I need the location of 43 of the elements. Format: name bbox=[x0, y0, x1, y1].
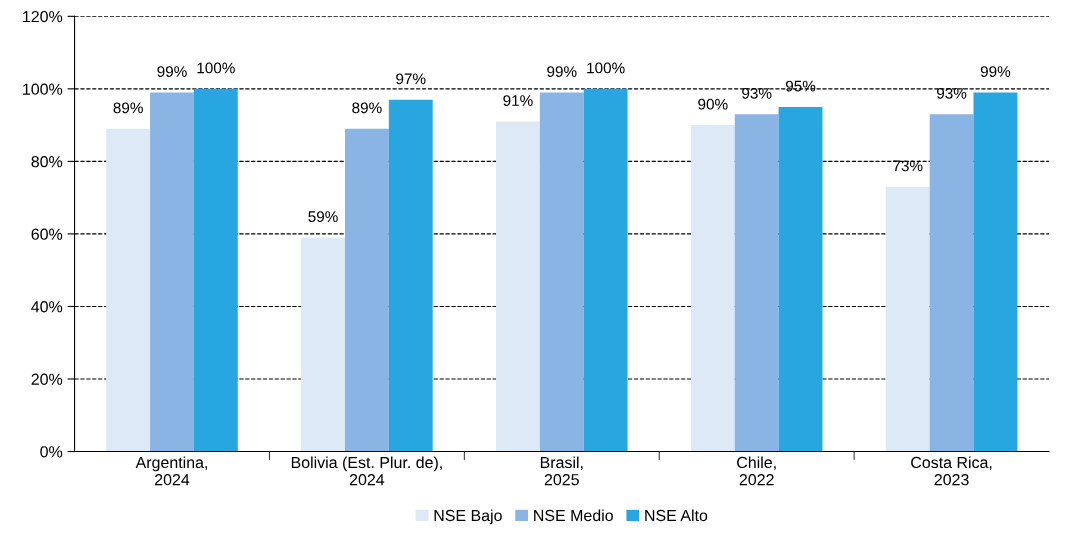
bar bbox=[496, 121, 540, 452]
bar bbox=[150, 92, 194, 452]
y-tick-label: 0% bbox=[40, 446, 63, 458]
bar bbox=[344, 128, 389, 452]
bar bbox=[885, 186, 930, 452]
bar bbox=[583, 88, 628, 452]
y-tick-label: 60% bbox=[31, 228, 63, 240]
data-label: 91% bbox=[503, 95, 533, 106]
data-label: 97% bbox=[396, 73, 426, 85]
bar bbox=[301, 237, 345, 452]
data-label: 100% bbox=[197, 62, 235, 74]
x-tick-label: Chile, 2022 bbox=[737, 456, 776, 486]
y-tick-label: 80% bbox=[31, 156, 63, 168]
bar bbox=[690, 125, 735, 452]
x-tick-label: Bolivia (Est. Plur. de), 2024 bbox=[291, 456, 442, 486]
data-label: 89% bbox=[113, 102, 143, 114]
bar bbox=[929, 114, 974, 452]
bar bbox=[973, 92, 1018, 452]
y-tick-label: 100% bbox=[23, 83, 63, 95]
legend-label: NSE Alto bbox=[645, 509, 708, 522]
data-label: 99% bbox=[157, 66, 187, 77]
x-tick-label: Costa Rica, 2023 bbox=[911, 456, 992, 486]
x-tick-label: Argentina, 2024 bbox=[135, 456, 207, 486]
data-label: 100% bbox=[587, 62, 625, 74]
bar bbox=[734, 114, 779, 452]
bar bbox=[539, 92, 584, 452]
data-label: 59% bbox=[308, 211, 338, 223]
bar bbox=[778, 106, 823, 452]
data-label: 93% bbox=[937, 87, 967, 99]
data-label: 99% bbox=[547, 66, 577, 77]
bar bbox=[388, 99, 433, 452]
y-tick-label: 20% bbox=[31, 373, 63, 385]
bar bbox=[106, 128, 151, 452]
legend-label: NSE Medio bbox=[534, 509, 613, 522]
data-label: 89% bbox=[352, 102, 382, 114]
bar bbox=[193, 88, 238, 452]
x-tick-label: Brasil, 2025 bbox=[540, 456, 583, 486]
y-tick-label: 120% bbox=[23, 10, 63, 23]
data-label: 99% bbox=[980, 66, 1011, 77]
data-label: 90% bbox=[698, 98, 728, 110]
legend-label: NSE Bajo bbox=[434, 509, 502, 525]
y-tick-label: 40% bbox=[31, 301, 63, 313]
data-label: 93% bbox=[742, 87, 772, 99]
